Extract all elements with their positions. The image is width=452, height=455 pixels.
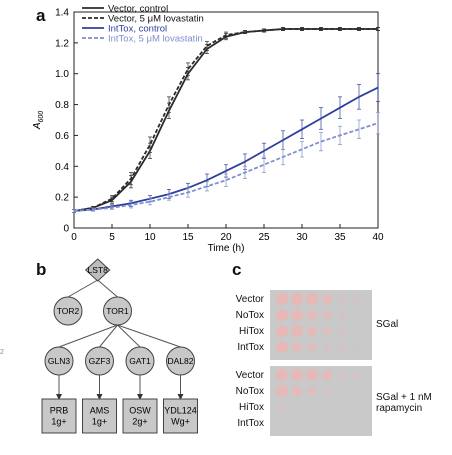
node-TOR1: TOR1 bbox=[104, 297, 132, 325]
colony-spot bbox=[306, 369, 317, 380]
x-tick-label: 15 bbox=[182, 232, 194, 243]
colony-spot bbox=[276, 341, 288, 353]
edge-LST8-TOR1 bbox=[98, 280, 118, 297]
node-label: TOR1 bbox=[106, 306, 129, 316]
strain-label: NoTox bbox=[200, 310, 264, 321]
colony-spot bbox=[339, 312, 345, 318]
y-axis-label-subscript: 600 bbox=[38, 111, 45, 123]
colony-spot bbox=[276, 293, 288, 305]
colony-spot bbox=[291, 325, 302, 336]
edge-TOR1-DAL82 bbox=[118, 325, 181, 347]
node-label: LST8 bbox=[88, 265, 109, 275]
x-tick-label: 5 bbox=[109, 232, 115, 243]
colony-spot bbox=[276, 309, 288, 321]
colony-spot bbox=[276, 325, 288, 337]
y-tick-label: 0.2 bbox=[55, 193, 69, 204]
growth-curve-chart: 0 5 10 15 20 25 30 35 40 0 0.2 0.4 0.6 0.8 1.0 1.2 1.4 Ti… bbox=[0, 0, 452, 258]
colony-spot bbox=[339, 328, 345, 334]
y-tick-label: 1.0 bbox=[55, 69, 69, 80]
condition-line: rapamycin bbox=[376, 403, 432, 414]
node-label: AMS bbox=[90, 406, 110, 416]
colony-spot bbox=[306, 293, 317, 304]
node-GAT1: GAT1 bbox=[126, 347, 154, 375]
edge-TOR1-GAT1 bbox=[118, 325, 141, 347]
colony-spot bbox=[291, 369, 303, 381]
node-GZF3: GZF3 bbox=[86, 347, 114, 375]
edge-mark: 2 bbox=[0, 349, 4, 356]
node-label: OSW bbox=[129, 406, 151, 416]
plate-condition-label: SGal + 1 nM rapamycin bbox=[376, 392, 432, 414]
y-tick-label: 0.4 bbox=[55, 162, 69, 173]
y-tick-label: 0.8 bbox=[55, 100, 69, 111]
strain-label: Vector bbox=[200, 370, 264, 381]
colony-spot bbox=[323, 327, 331, 335]
colony-spot bbox=[276, 369, 288, 381]
colony-spot bbox=[354, 296, 359, 301]
node-label: TOR2 bbox=[57, 306, 80, 316]
x-tick-label: 10 bbox=[144, 232, 156, 243]
node-label: 1g+ bbox=[51, 417, 66, 427]
node-label: PRB bbox=[50, 406, 69, 416]
node-label: GAT1 bbox=[129, 356, 151, 366]
colony-spot bbox=[291, 293, 303, 305]
x-tick-label: 25 bbox=[258, 232, 270, 243]
colony-spot bbox=[291, 309, 303, 321]
condition-line: SGal + 1 nM bbox=[376, 392, 432, 403]
x-tick-label: 0 bbox=[71, 232, 77, 243]
node-DAL82: DAL82 bbox=[167, 347, 195, 375]
colony-spot bbox=[339, 344, 344, 349]
node-GLN3: GLN3 bbox=[45, 347, 73, 375]
colony-spot bbox=[279, 404, 285, 410]
spot-assay-panel: Vector NoTox HiTox IntTox SGal Vector NoTox HiT… bbox=[196, 262, 452, 455]
node-label: 2g+ bbox=[132, 417, 147, 427]
colony-spot bbox=[307, 326, 317, 336]
colony-spot bbox=[322, 294, 332, 304]
node-label: GLN3 bbox=[48, 356, 70, 366]
y-tick-label: 0 bbox=[63, 224, 69, 235]
strain-label: NoTox bbox=[200, 386, 264, 397]
node-label: DAL82 bbox=[168, 356, 194, 366]
node-LST8: LST8 bbox=[86, 259, 110, 281]
x-axis-label: Time (h) bbox=[208, 243, 245, 254]
y-tick-label: 0.6 bbox=[55, 131, 69, 142]
edge-LST8-TOR2 bbox=[68, 280, 98, 297]
legend-entry: IntTox, 5 μM lovastatin bbox=[108, 34, 203, 45]
plate-condition-label: SGal bbox=[376, 319, 398, 330]
x-tick-label: 30 bbox=[296, 232, 308, 243]
x-tick-label: 20 bbox=[220, 232, 232, 243]
strain-label: HiTox bbox=[200, 402, 264, 413]
strain-label: IntTox bbox=[200, 418, 264, 429]
x-tick-label: 35 bbox=[334, 232, 346, 243]
strain-label: IntTox bbox=[200, 342, 264, 353]
node-label: GZF3 bbox=[89, 356, 111, 366]
node-label: 1g+ bbox=[92, 417, 107, 427]
y-tick-label: 1.2 bbox=[55, 38, 69, 49]
strain-label: Vector bbox=[200, 294, 264, 305]
colony-spot bbox=[276, 385, 287, 396]
node-label: YDL124 bbox=[164, 406, 197, 416]
y-axis-label: A600 bbox=[32, 111, 45, 130]
colony-spot bbox=[354, 372, 359, 377]
strain-label: HiTox bbox=[200, 326, 264, 337]
x-tick-label: 40 bbox=[372, 232, 384, 243]
colony-spot bbox=[322, 370, 332, 380]
y-tick-label: 1.4 bbox=[55, 8, 69, 19]
node-TOR2: TOR2 bbox=[54, 297, 82, 325]
node-label: Wg+ bbox=[171, 417, 190, 427]
series-3 bbox=[72, 112, 380, 212]
